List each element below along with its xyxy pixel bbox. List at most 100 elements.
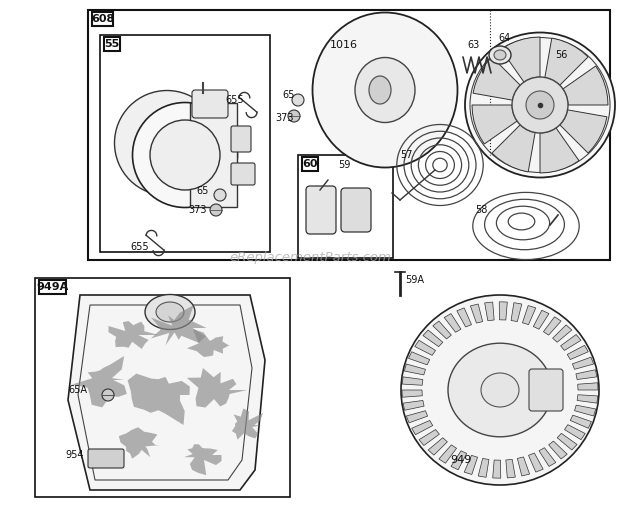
Ellipse shape <box>115 91 219 195</box>
Polygon shape <box>549 441 567 459</box>
Polygon shape <box>557 433 577 450</box>
Text: 655: 655 <box>225 95 244 105</box>
Polygon shape <box>560 334 581 351</box>
Ellipse shape <box>489 46 511 64</box>
Polygon shape <box>473 57 520 100</box>
Ellipse shape <box>448 343 552 437</box>
Text: 373: 373 <box>275 113 293 123</box>
Bar <box>39 280 66 294</box>
Polygon shape <box>464 456 477 474</box>
Polygon shape <box>523 305 536 325</box>
Circle shape <box>210 204 222 216</box>
Polygon shape <box>493 460 501 478</box>
Polygon shape <box>415 341 436 355</box>
Polygon shape <box>506 459 515 478</box>
Text: 65: 65 <box>282 90 294 100</box>
Polygon shape <box>539 448 556 466</box>
Ellipse shape <box>355 58 415 123</box>
Polygon shape <box>68 295 265 490</box>
Polygon shape <box>403 401 424 410</box>
FancyBboxPatch shape <box>88 449 124 468</box>
Text: 65: 65 <box>196 186 208 196</box>
Circle shape <box>288 110 300 122</box>
Text: 949: 949 <box>450 455 471 465</box>
Polygon shape <box>560 110 607 153</box>
Polygon shape <box>567 345 588 359</box>
Polygon shape <box>151 305 206 346</box>
Polygon shape <box>552 325 572 342</box>
Polygon shape <box>485 302 494 321</box>
Text: eReplacementParts.com: eReplacementParts.com <box>229 251 391 265</box>
Polygon shape <box>412 420 433 435</box>
Ellipse shape <box>401 295 599 485</box>
FancyBboxPatch shape <box>231 163 255 185</box>
Polygon shape <box>576 370 597 380</box>
Text: 60: 60 <box>302 159 317 169</box>
Polygon shape <box>119 427 161 459</box>
Ellipse shape <box>150 120 220 190</box>
Polygon shape <box>406 411 428 423</box>
Polygon shape <box>72 356 127 407</box>
Bar <box>100 35 270 252</box>
Ellipse shape <box>312 13 458 167</box>
Text: 65A: 65A <box>68 385 87 395</box>
Circle shape <box>526 91 554 119</box>
Ellipse shape <box>470 38 610 173</box>
Polygon shape <box>471 304 482 323</box>
Text: 64: 64 <box>498 33 510 43</box>
FancyBboxPatch shape <box>306 186 336 234</box>
Polygon shape <box>511 303 522 322</box>
Text: 57: 57 <box>400 150 412 160</box>
Bar <box>298 155 393 258</box>
Polygon shape <box>108 321 159 349</box>
Polygon shape <box>187 368 247 408</box>
Text: 608: 608 <box>91 14 114 24</box>
Polygon shape <box>428 438 448 455</box>
Polygon shape <box>577 394 598 403</box>
Text: 55: 55 <box>104 39 120 49</box>
Ellipse shape <box>481 373 519 407</box>
Text: 59: 59 <box>338 160 350 170</box>
Text: 56: 56 <box>555 50 567 60</box>
Polygon shape <box>423 330 443 347</box>
Polygon shape <box>433 321 451 339</box>
Polygon shape <box>578 383 598 390</box>
Text: 59A: 59A <box>405 275 424 285</box>
Polygon shape <box>190 103 237 207</box>
FancyBboxPatch shape <box>341 188 371 232</box>
FancyBboxPatch shape <box>192 90 228 118</box>
Text: 655: 655 <box>130 242 149 252</box>
Polygon shape <box>404 364 425 375</box>
Circle shape <box>292 94 304 106</box>
Ellipse shape <box>133 102 237 208</box>
Polygon shape <box>492 125 535 172</box>
Polygon shape <box>570 415 591 428</box>
Text: 373: 373 <box>188 205 206 215</box>
FancyBboxPatch shape <box>529 369 563 411</box>
Text: 1016: 1016 <box>330 40 358 50</box>
Polygon shape <box>478 459 489 477</box>
Ellipse shape <box>369 76 391 104</box>
Text: 58: 58 <box>475 205 487 215</box>
Polygon shape <box>472 105 517 144</box>
Polygon shape <box>232 408 264 440</box>
Bar <box>302 157 317 171</box>
Ellipse shape <box>465 33 615 178</box>
Polygon shape <box>572 357 593 370</box>
Text: 949A: 949A <box>37 282 69 292</box>
Polygon shape <box>187 329 230 357</box>
Polygon shape <box>419 430 440 445</box>
FancyBboxPatch shape <box>231 126 251 152</box>
Bar <box>88 10 610 260</box>
Polygon shape <box>409 352 430 365</box>
Polygon shape <box>563 66 608 105</box>
Polygon shape <box>533 310 549 329</box>
Text: 954: 954 <box>65 450 84 460</box>
Polygon shape <box>128 374 190 425</box>
Bar <box>104 37 120 51</box>
Polygon shape <box>457 308 471 327</box>
Polygon shape <box>451 451 467 470</box>
Ellipse shape <box>145 295 195 329</box>
Polygon shape <box>439 445 456 463</box>
Polygon shape <box>499 302 507 320</box>
